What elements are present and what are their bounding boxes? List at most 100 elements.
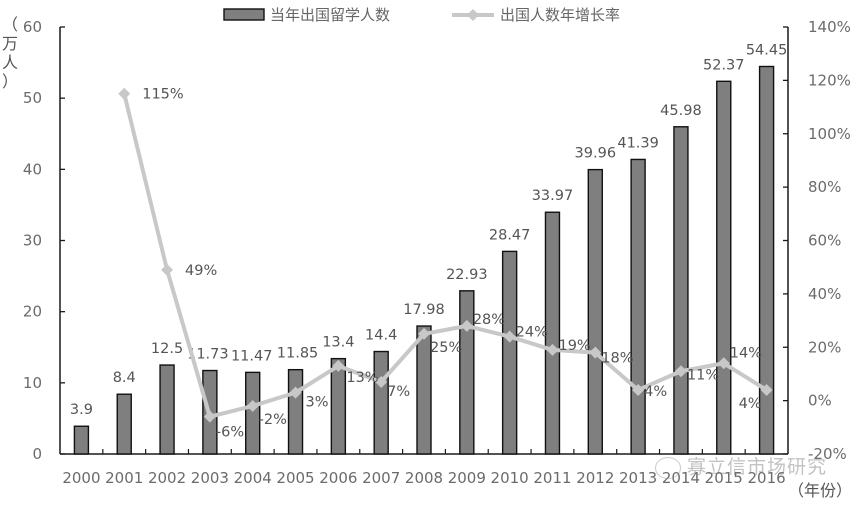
left-tick-label: 0 — [32, 445, 42, 463]
bar — [116, 393, 132, 455]
growth-marker — [246, 399, 259, 412]
growth-marker — [332, 359, 345, 372]
x-tick-label: 2015 — [705, 469, 743, 487]
x-tick-label: 2001 — [105, 469, 143, 487]
bar — [245, 371, 261, 455]
growth-marker — [546, 343, 559, 356]
left-tick-label: 40 — [23, 160, 42, 178]
bar — [459, 290, 475, 455]
growth-value-label: 28% — [473, 312, 505, 328]
bar-value-label: 39.96 — [575, 146, 617, 162]
growth-value-label: -2% — [259, 412, 287, 428]
x-tick-label: 2007 — [362, 469, 400, 487]
bar — [544, 211, 561, 455]
x-axis-unit: （年份） — [788, 481, 852, 500]
right-tick-label: 40% — [808, 285, 841, 303]
watermark-text: 寡立信市场研究 — [687, 456, 828, 478]
right-tick-label: 80% — [808, 178, 841, 196]
growth-value-label: 49% — [185, 263, 217, 279]
x-tick-label: 2000 — [62, 469, 100, 487]
x-tick-label: 2009 — [448, 469, 486, 487]
left-axis-unit: 万 — [2, 34, 18, 53]
bar-value-label: 52.37 — [703, 57, 745, 73]
x-tick-label: 2016 — [747, 469, 785, 487]
right-tick-label: 100% — [808, 125, 851, 143]
bar — [287, 368, 304, 455]
bar-value-label: 17.98 — [403, 302, 445, 318]
bar — [501, 250, 518, 455]
legend-bar-label: 当年出国留学人数 — [270, 6, 390, 24]
growth-value-label: 115% — [142, 87, 183, 103]
growth-value-label: 3% — [306, 395, 329, 411]
bar — [373, 350, 389, 455]
bar-value-label: 8.4 — [113, 370, 136, 386]
bar-value-label: 28.47 — [489, 227, 531, 243]
growth-marker — [418, 327, 430, 340]
right-tick-label: 140% — [808, 18, 851, 36]
growth-value-label: 7% — [387, 384, 410, 400]
bar — [587, 168, 603, 455]
growth-marker — [760, 383, 773, 396]
bar-value-label: 11.73 — [187, 347, 229, 363]
bar-value-label: 12.5 — [151, 341, 183, 357]
right-tick-label: 60% — [808, 232, 841, 250]
growth-marker — [503, 330, 516, 343]
growth-value-label: 14% — [730, 345, 762, 361]
growth-value-label: 24% — [516, 325, 548, 341]
right-tick-label: 120% — [808, 71, 851, 89]
bar-value-label: 45.98 — [660, 103, 702, 119]
left-tick-label: 30 — [23, 232, 42, 250]
left-axis-unit: 人 — [2, 53, 18, 72]
growth-marker — [289, 386, 302, 399]
growth-value-label: 18% — [601, 351, 633, 367]
bar — [716, 80, 732, 455]
legend-line-marker — [467, 9, 479, 21]
bar-value-label: 33.97 — [532, 188, 574, 204]
left-tick-label: 50 — [23, 89, 42, 107]
growth-value-label: -6% — [216, 425, 244, 441]
bar — [159, 364, 175, 455]
right-tick-label: 20% — [808, 338, 841, 356]
x-tick-label: 2005 — [276, 469, 314, 487]
bar-value-label: 3.9 — [70, 402, 93, 418]
growth-marker — [589, 346, 602, 359]
growth-value-label: 4% — [739, 396, 762, 412]
bar-value-label: 22.93 — [446, 267, 488, 283]
right-tick-label: 0% — [808, 392, 832, 410]
watermark: 寡立信市场研究 — [655, 452, 827, 479]
growth-marker — [632, 383, 645, 396]
growth-value-label: 11% — [687, 367, 719, 383]
legend-bar-swatch — [223, 8, 265, 21]
bar-value-label: 11.47 — [231, 348, 273, 364]
x-tick-label: 2008 — [405, 469, 443, 487]
left-axis-unit: （ — [2, 15, 18, 34]
growth-marker — [203, 410, 216, 423]
growth-value-label: 19% — [558, 338, 590, 354]
growth-value-label: 13% — [346, 370, 378, 386]
left-tick-label: 20 — [23, 303, 42, 321]
right-tick-label: -20% — [808, 445, 847, 463]
bar — [673, 126, 689, 455]
x-tick-label: 2004 — [234, 469, 272, 487]
bar-value-label: 11.85 — [277, 346, 319, 362]
x-tick-label: 2006 — [319, 469, 357, 487]
x-tick-label: 2013 — [619, 469, 657, 487]
bar — [758, 65, 775, 455]
bar — [73, 425, 90, 455]
bar-value-label: 13.4 — [322, 335, 354, 351]
growth-marker — [161, 263, 174, 276]
left-axis-unit: ） — [2, 72, 18, 91]
x-tick-label: 2003 — [191, 469, 229, 487]
bar-value-label: 54.45 — [746, 42, 788, 58]
x-tick-label: 2002 — [148, 469, 186, 487]
bar — [330, 357, 347, 455]
growth-marker — [460, 319, 473, 332]
bar — [630, 158, 646, 455]
growth-marker — [674, 365, 687, 378]
wechat-icon — [655, 456, 681, 479]
growth-value-label: 25% — [430, 340, 462, 356]
bar-value-label: 14.4 — [365, 328, 397, 344]
x-tick-label: 2010 — [491, 469, 529, 487]
bar — [416, 325, 432, 455]
